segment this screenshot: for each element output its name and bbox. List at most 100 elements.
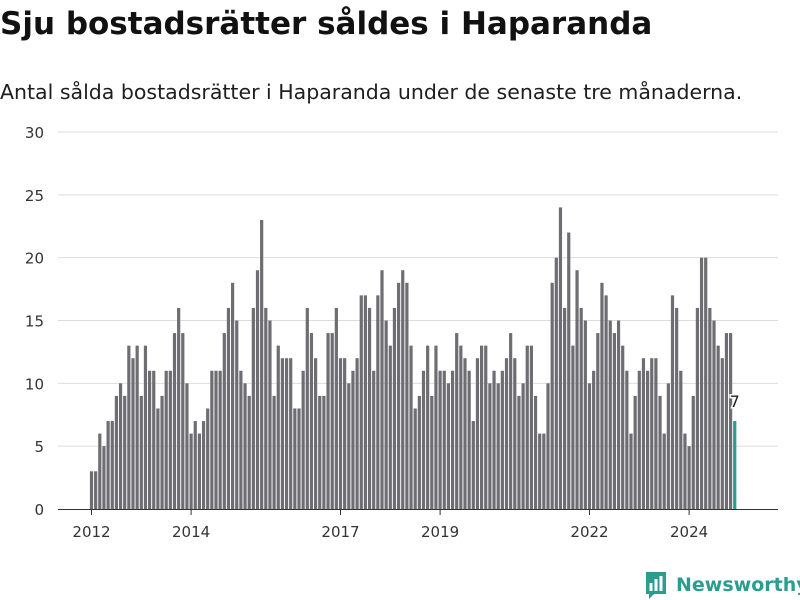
bar bbox=[646, 370, 650, 509]
bar bbox=[616, 320, 621, 509]
x-tick-label: 2024 bbox=[670, 523, 708, 541]
bar bbox=[210, 370, 214, 509]
bar bbox=[592, 370, 596, 509]
bar bbox=[118, 383, 123, 509]
bar bbox=[222, 333, 226, 509]
bar bbox=[231, 282, 235, 509]
bar bbox=[289, 358, 293, 509]
bar bbox=[376, 295, 380, 509]
bar-highlighted bbox=[733, 421, 737, 509]
bar bbox=[413, 408, 417, 509]
bar bbox=[392, 307, 397, 509]
bar bbox=[185, 383, 189, 509]
bar bbox=[637, 370, 641, 509]
bar bbox=[480, 345, 484, 509]
bar bbox=[567, 232, 571, 510]
bar bbox=[143, 345, 148, 509]
bar-series bbox=[89, 207, 737, 510]
x-tick-label: 2022 bbox=[570, 523, 608, 541]
bar bbox=[434, 345, 438, 509]
bar bbox=[542, 433, 546, 509]
bar bbox=[372, 370, 376, 509]
bar bbox=[401, 270, 405, 509]
bar bbox=[135, 345, 139, 509]
y-tick-label: 30 bbox=[25, 124, 44, 142]
bar bbox=[471, 421, 475, 509]
bar bbox=[442, 370, 446, 509]
y-tick-label: 25 bbox=[25, 187, 44, 205]
bar bbox=[488, 383, 492, 509]
bar bbox=[114, 395, 118, 509]
bar bbox=[546, 383, 550, 509]
bar bbox=[438, 370, 442, 509]
bar bbox=[716, 345, 720, 509]
bar bbox=[110, 421, 114, 509]
bar bbox=[343, 358, 347, 509]
bar bbox=[164, 370, 168, 509]
bar bbox=[691, 395, 695, 509]
bar bbox=[467, 370, 471, 509]
bar bbox=[243, 383, 247, 509]
bar bbox=[500, 370, 504, 509]
bar bbox=[575, 270, 579, 509]
bar bbox=[268, 320, 272, 509]
bar bbox=[156, 408, 160, 509]
bar bbox=[330, 333, 334, 509]
newsworthy-logo: Newsworthy bbox=[644, 570, 800, 600]
bar bbox=[314, 358, 318, 509]
bar bbox=[405, 282, 409, 509]
y-tick-label: 20 bbox=[25, 250, 44, 268]
bar bbox=[426, 345, 430, 509]
bar bbox=[338, 358, 343, 509]
bar bbox=[326, 333, 330, 509]
bar bbox=[177, 307, 181, 509]
bar bbox=[318, 395, 322, 509]
bar bbox=[450, 370, 455, 509]
bar bbox=[131, 358, 135, 509]
y-tick-label: 0 bbox=[34, 501, 44, 519]
bar bbox=[650, 358, 654, 509]
chart-title: Sju bostadsrätter såldes i Haparanda bbox=[0, 6, 653, 42]
bar bbox=[397, 282, 401, 509]
bar bbox=[189, 433, 193, 509]
x-axis: 2012 2014 2017 2019 2022 2024 bbox=[58, 509, 778, 541]
bar bbox=[612, 333, 616, 509]
bar bbox=[417, 395, 421, 509]
bar bbox=[181, 333, 185, 509]
bar bbox=[260, 219, 264, 509]
bar bbox=[309, 333, 314, 509]
bar bbox=[384, 320, 388, 509]
bar bbox=[168, 370, 172, 509]
bar bbox=[517, 395, 521, 509]
bar bbox=[579, 307, 583, 509]
bar bbox=[305, 307, 309, 509]
bar bbox=[558, 207, 563, 509]
bar bbox=[106, 421, 110, 509]
bar bbox=[658, 395, 662, 509]
bar bbox=[380, 270, 384, 509]
bar bbox=[583, 320, 587, 509]
bar bbox=[629, 433, 633, 509]
bar bbox=[455, 333, 459, 509]
bar bbox=[218, 370, 222, 509]
bar bbox=[509, 333, 513, 509]
bar bbox=[284, 358, 289, 509]
bar bbox=[704, 257, 708, 509]
bar bbox=[621, 345, 625, 509]
bar bbox=[463, 358, 467, 509]
bar bbox=[608, 320, 612, 509]
bar bbox=[538, 433, 542, 509]
bar bbox=[641, 358, 646, 509]
bar bbox=[214, 370, 218, 509]
bar bbox=[264, 307, 268, 509]
bar bbox=[247, 395, 251, 509]
bar bbox=[554, 257, 558, 509]
chart-subtitle: Antal sålda bostadsrätter i Haparanda un… bbox=[0, 80, 743, 104]
bar bbox=[255, 270, 260, 509]
bar bbox=[276, 345, 280, 509]
bar bbox=[724, 333, 729, 509]
bar bbox=[193, 421, 197, 509]
bar bbox=[334, 307, 338, 509]
bar bbox=[160, 395, 164, 509]
